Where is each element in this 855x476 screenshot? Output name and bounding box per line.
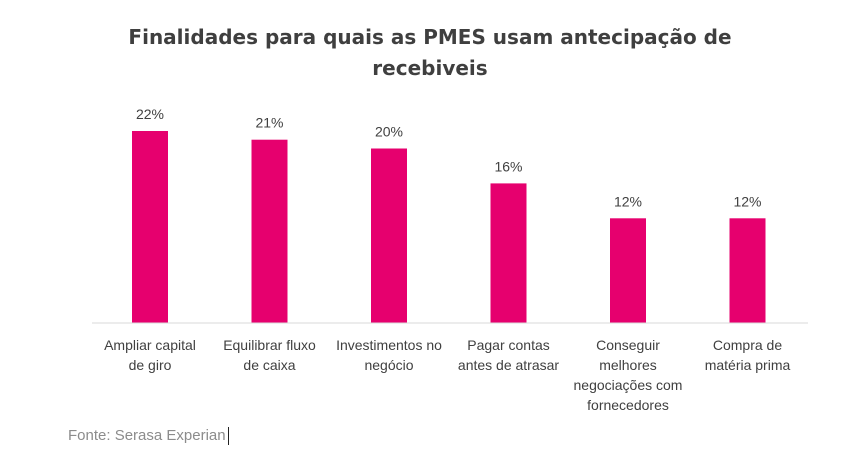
category-label-6: Compra de matéria prima [704,337,791,373]
source-note: Fonte: Serasa Experian [68,427,229,445]
bar-4 [490,183,527,323]
bar-2 [251,139,288,323]
data-label-3: 20% [375,124,403,140]
bar-1 [132,131,168,323]
bars-layer [132,131,766,323]
category-label-1: Ampliar capital de giro [104,337,196,373]
category-label-2: Equilibrar fluxo de caixa [223,337,316,373]
data-labels-layer: 22% 21% 20% 16% 12% 12% [136,106,762,209]
category-label-4: Pagar contas antes de atrasar [457,337,560,373]
bar-5 [610,218,646,323]
category-label-3: Investimentos no negócio [336,337,442,373]
data-label-2: 21% [255,115,283,131]
data-label-1: 22% [136,106,164,122]
data-label-5: 12% [614,193,642,209]
data-label-6: 12% [733,193,761,209]
data-label-4: 16% [494,158,522,174]
bar-3 [371,148,407,323]
chart-title: Finalidades para quais as PMES usam ante… [128,25,732,80]
bar-6 [729,218,766,323]
category-label-5: Conseguir melhores negociações com forne… [573,337,683,413]
